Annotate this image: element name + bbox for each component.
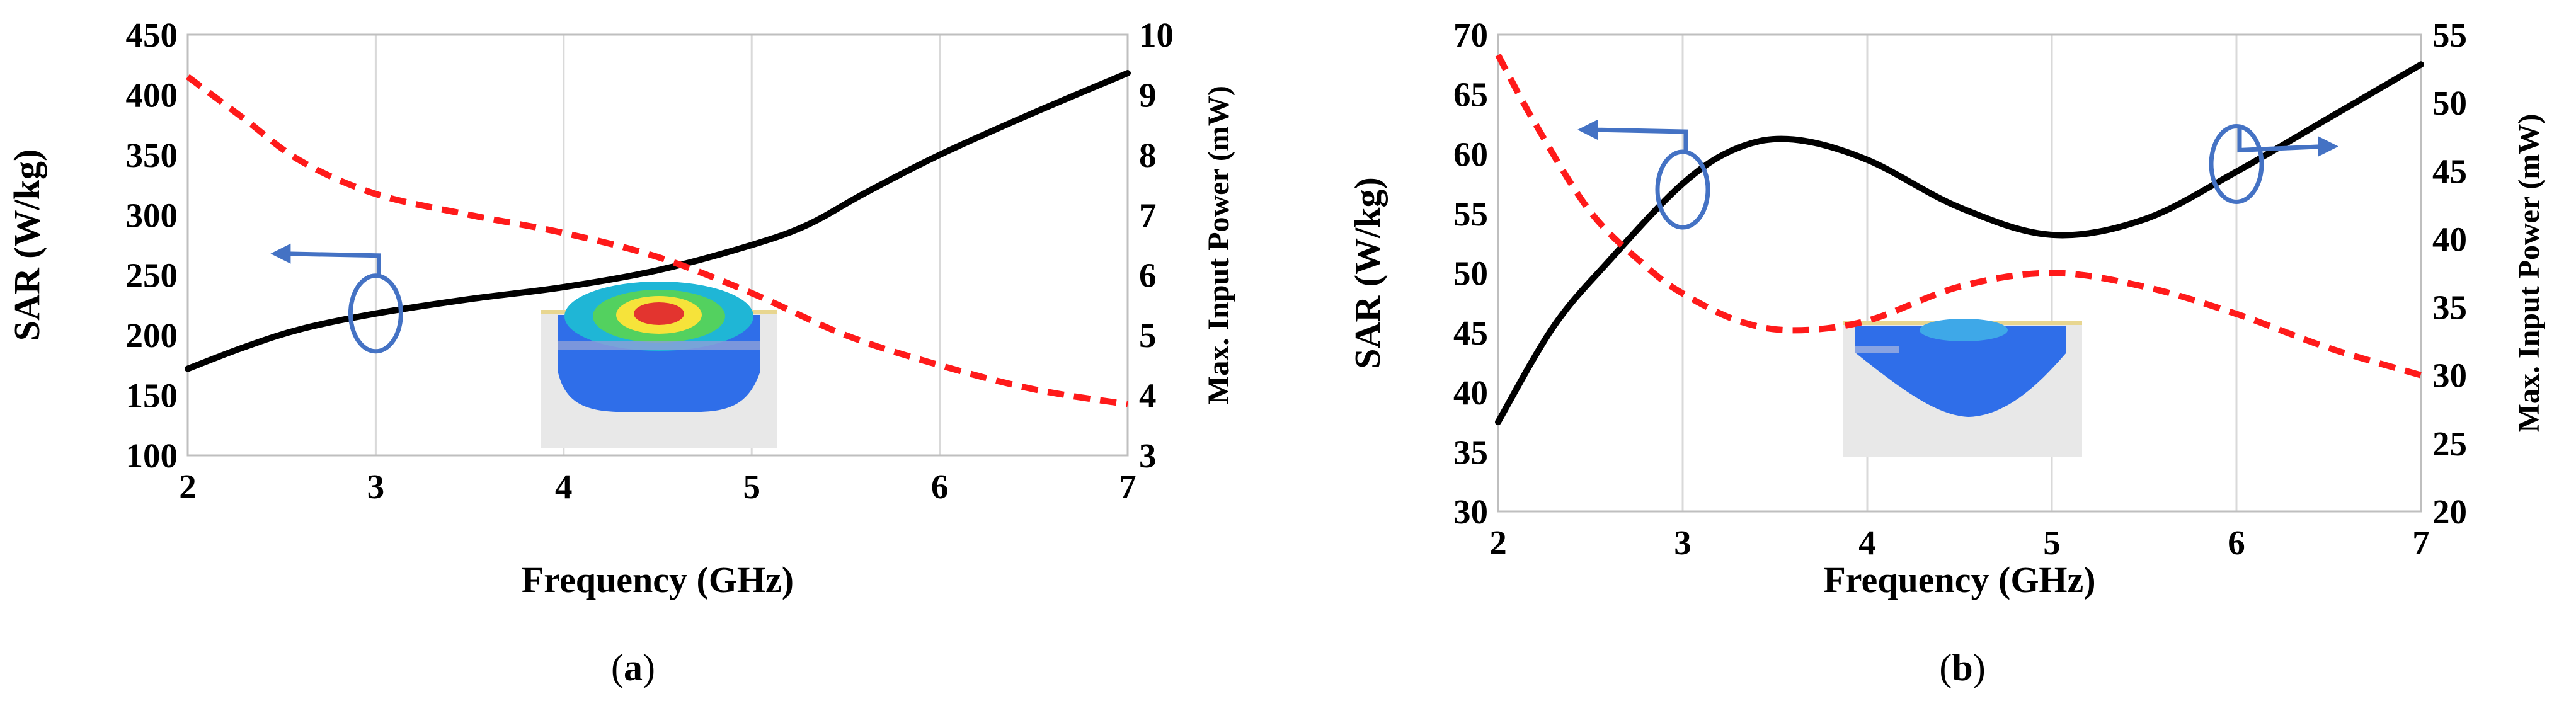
y-tick-label: 300 — [126, 196, 178, 234]
y-tick-label: 65 — [1453, 76, 1488, 114]
x-axis-title: Frequency (GHz) — [522, 559, 794, 600]
marker-arrow-head — [1577, 120, 1598, 140]
panel-label-paren: ( — [1939, 647, 1952, 688]
heat-region — [634, 302, 684, 325]
panel-label-letter: a — [624, 647, 643, 688]
sar-line — [1495, 61, 2424, 426]
marker-arrow-shaft — [2237, 126, 2325, 153]
sar-line — [185, 70, 1131, 372]
x-tick-label: 4 — [1858, 523, 1876, 562]
max-power-line — [1495, 54, 2422, 379]
panel-label: (a) — [611, 647, 655, 688]
x-tick-label: 7 — [2412, 523, 2430, 562]
chart-panel-b: 2 3 4 5 6 73035404550556065702025303540455055… — [1347, 16, 2546, 688]
y-tick-label: 60 — [1453, 135, 1488, 173]
x-tick-label: 4 — [555, 467, 573, 506]
y-tick-label: 450 — [126, 16, 178, 54]
panel-label-letter: b — [1952, 647, 1972, 688]
marker-arrow-shaft — [284, 251, 381, 276]
y-right-tick-label: 35 — [2432, 288, 2467, 327]
y-right-tick-label: 55 — [2432, 16, 2467, 54]
marker-ellipse — [2209, 123, 2264, 204]
x-tick-label: 2 — [179, 467, 197, 506]
y-axis-title: SAR (W/kg) — [6, 149, 47, 341]
y-tick-label: 70 — [1453, 16, 1488, 54]
y-right-axis-title: Max. Input Power (mW) — [2512, 114, 2546, 433]
y-right-tick-label: 10 — [1139, 16, 1174, 54]
marker-ellipse — [348, 273, 403, 354]
heat-region — [1920, 319, 2008, 341]
sar-heatmap-inset — [1843, 319, 2082, 457]
x-tick-label: 5 — [743, 467, 760, 506]
y-tick-label: 400 — [126, 76, 178, 114]
y-tick-label: 35 — [1453, 433, 1488, 471]
sar-heatmap-inset — [541, 282, 777, 448]
y-right-tick-label: 50 — [2432, 84, 2467, 122]
left-axis-marker — [1577, 120, 1710, 230]
plot-frame — [1497, 33, 2422, 513]
y-tick-label: 350 — [126, 136, 178, 174]
inset-layer — [558, 341, 760, 350]
y-right-tick-label: 30 — [2432, 356, 2467, 395]
panel-label-paren: ( — [611, 647, 624, 688]
y-right-tick-label: 6 — [1139, 256, 1157, 295]
marker-ellipse — [1655, 149, 1710, 230]
y-tick-label: 30 — [1453, 493, 1488, 531]
y-right-tick-label: 5 — [1139, 316, 1157, 355]
inset-layer — [1855, 346, 1899, 353]
x-tick-label: 5 — [2043, 523, 2061, 562]
y-right-tick-label: 7 — [1139, 196, 1157, 234]
marker-arrow-head — [270, 243, 291, 264]
y-tick-label: 200 — [126, 316, 178, 355]
y-right-tick-label: 40 — [2432, 220, 2467, 258]
y-right-tick-label: 45 — [2432, 152, 2467, 190]
heat-region — [1855, 326, 2066, 417]
x-tick-label: 6 — [931, 467, 949, 506]
y-tick-label: 100 — [126, 436, 178, 475]
y-right-tick-label: 9 — [1139, 76, 1157, 114]
y-tick-label: 45 — [1453, 314, 1488, 352]
y-right-tick-label: 4 — [1139, 377, 1157, 415]
y-right-axis-title: Max. Input Power (mW) — [1202, 86, 1235, 404]
right-axis-marker — [2209, 123, 2338, 204]
x-tick-label: 3 — [367, 467, 385, 506]
x-axis-title: Frequency (GHz) — [1823, 559, 2095, 600]
max-power-line — [186, 74, 1128, 407]
marker-arrow-shaft — [1591, 127, 1688, 152]
panel-label-paren: ) — [643, 647, 655, 688]
chart-panel-a: 2 3 4 5 6 7 100 150 200 250 300 350 400 450 3 4 5 6 7 8 9 10 F… — [6, 16, 1235, 688]
x-tick-label: 2 — [1489, 523, 1507, 562]
marker-arrow-head — [2318, 136, 2338, 157]
y-tick-label: 55 — [1453, 195, 1488, 233]
x-tick-label: 7 — [1119, 467, 1136, 506]
plot-frame — [186, 33, 1129, 457]
y-tick-label: 150 — [126, 377, 178, 415]
y-right-tick-label: 25 — [2432, 425, 2467, 463]
panel-label-paren: ) — [1973, 647, 1986, 688]
x-tick-label: 6 — [2228, 523, 2245, 562]
y-right-tick-label: 8 — [1139, 136, 1157, 174]
y-tick-label: 40 — [1453, 373, 1488, 412]
y-axis-title: SAR (W/kg) — [1347, 177, 1388, 369]
y-right-tick-label: 20 — [2432, 493, 2467, 531]
x-tick-label: 3 — [1674, 523, 1692, 562]
panel-label: (b) — [1939, 647, 1985, 688]
y-tick-label: 50 — [1453, 254, 1488, 293]
y-tick-label: 250 — [126, 256, 178, 295]
y-right-tick-label: 3 — [1139, 436, 1157, 475]
left-axis-marker — [270, 243, 403, 354]
